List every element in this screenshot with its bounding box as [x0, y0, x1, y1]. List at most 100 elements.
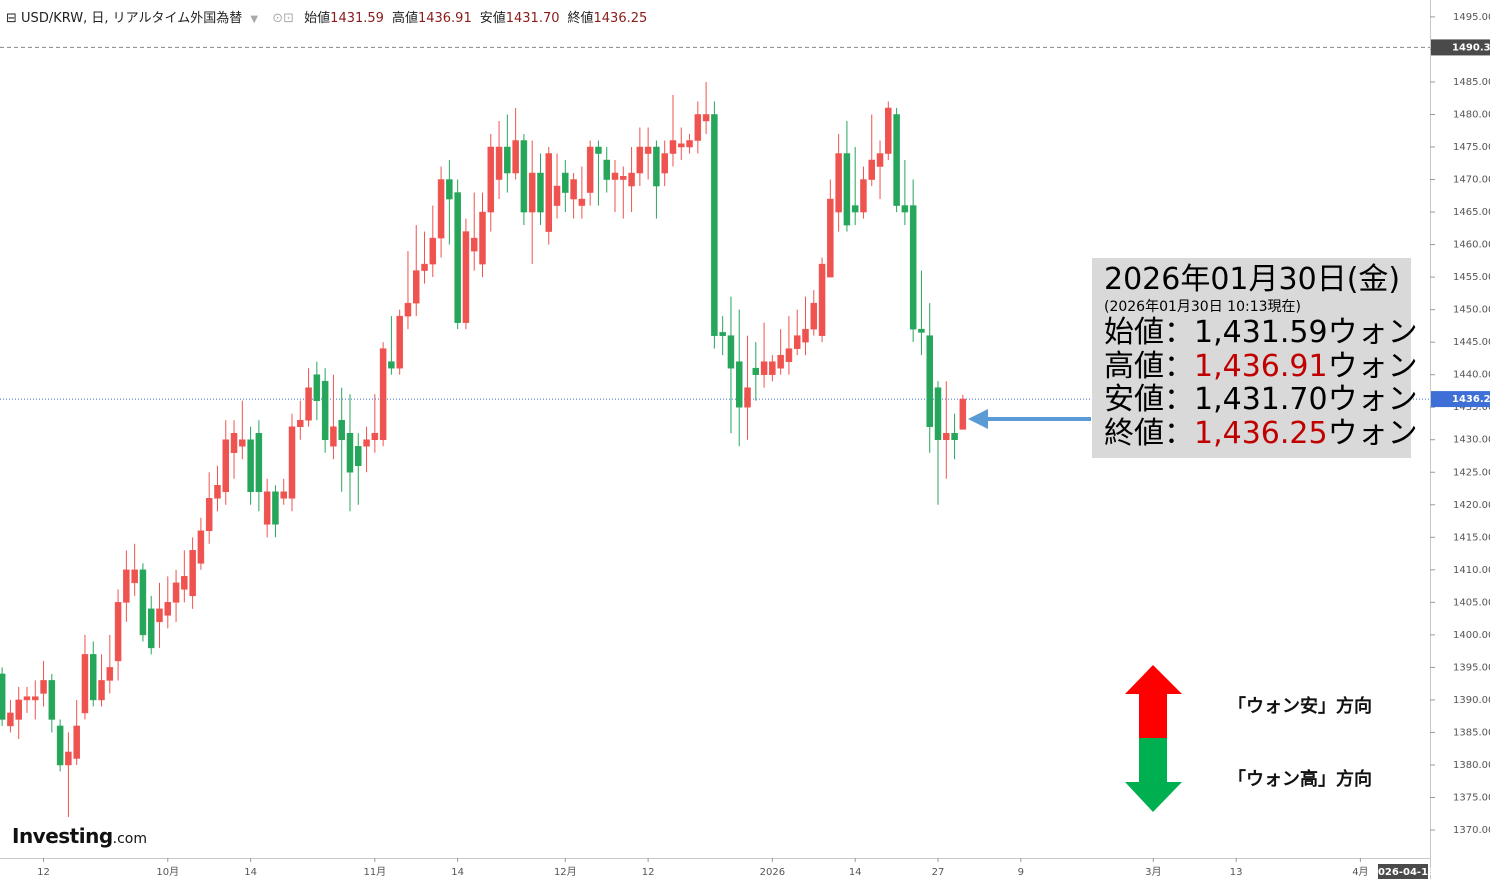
- info-row: 終値：1,436.25ウォン: [1104, 415, 1418, 451]
- info-row: 始値：1,431.59ウォン: [1104, 315, 1418, 350]
- candle-body: [288, 426, 296, 499]
- x-tick-label: 13: [1230, 867, 1243, 878]
- collapse-icon[interactable]: ⊟: [6, 11, 17, 26]
- candle-body: [139, 569, 147, 636]
- candle-body: [222, 439, 230, 493]
- y-tick-label: 1380.00: [1453, 760, 1490, 771]
- candle-body: [744, 387, 751, 408]
- y-tick-label: 1375.00: [1453, 793, 1490, 804]
- candle-body: [918, 328, 925, 333]
- candle-body: [487, 146, 495, 213]
- info-rows: 始値：1,431.59ウォン 高値：1,436.91ウォン 安値：1,431.70ウ…: [1104, 315, 1418, 451]
- dropdown[interactable]: ▼: [250, 14, 259, 25]
- legend-value: 1436.25: [593, 11, 648, 26]
- candle-body: [429, 237, 437, 265]
- x-tick-label: 12月: [554, 866, 577, 878]
- candle-body: [205, 498, 213, 532]
- candle-body: [851, 205, 859, 213]
- up-arrow: [1125, 665, 1182, 738]
- x-tick-label: 3月: [1145, 866, 1161, 878]
- candle-body: [512, 140, 519, 174]
- info-label: 高値：: [1104, 348, 1194, 384]
- y-tick-label: 1395.00: [1453, 662, 1490, 673]
- candle-body: [934, 387, 942, 440]
- y-tick-label: 1480.00: [1453, 109, 1490, 120]
- candle-body: [48, 680, 56, 720]
- candle-body: [959, 398, 967, 430]
- y-tick-label: 1485.00: [1453, 77, 1490, 88]
- candle-body: [114, 602, 122, 662]
- last-price-box: [1431, 391, 1490, 408]
- legend-value: 1436.91: [417, 11, 472, 26]
- settings-icons[interactable]: ⊙⊡: [272, 11, 295, 26]
- logo: Investing.com: [12, 824, 147, 848]
- info-value: 1,431.59: [1194, 315, 1328, 350]
- candle-body: [570, 179, 577, 200]
- y-tick-label: 1440.00: [1453, 370, 1490, 381]
- y-tick-label: 1420.00: [1453, 500, 1490, 511]
- candle-body: [81, 654, 89, 714]
- info-unit: ウォン: [1327, 415, 1418, 451]
- info-row: 安値：1,431.70ウォン: [1104, 382, 1418, 417]
- candle-body: [297, 419, 304, 427]
- info-subtitle: (2026年01月30日 10:13現在): [1104, 299, 1301, 315]
- candle-body: [355, 445, 362, 467]
- candle-body: [810, 302, 818, 330]
- candle-body: [893, 114, 900, 206]
- direction-down-label: 「ウォン高」方向: [1228, 769, 1372, 790]
- x-tick-label: 4月: [1352, 866, 1368, 878]
- candle-body: [470, 237, 478, 252]
- candle-body: [272, 491, 279, 525]
- pointer-arrow-head: [968, 409, 988, 429]
- y-tick-label: 1460.00: [1453, 240, 1490, 251]
- x-tick-label: 14: [451, 867, 464, 878]
- y-tick-label: 1445.00: [1453, 337, 1490, 348]
- candle-body: [586, 146, 594, 193]
- candle-body: [388, 361, 395, 369]
- y-tick-label: 1475.00: [1453, 142, 1490, 153]
- x-tick-label: 14: [244, 867, 257, 878]
- legend-label: 高値: [391, 11, 418, 26]
- candle-body: [520, 140, 528, 213]
- info-row: 高値：1,436.91ウォン: [1104, 348, 1418, 384]
- candle-body: [943, 432, 950, 440]
- candle-body: [106, 667, 114, 681]
- candle-body: [0, 673, 6, 720]
- candle-body: [313, 374, 321, 401]
- candle-body: [669, 140, 677, 154]
- candle-body: [793, 335, 801, 349]
- candle-body: [528, 172, 536, 213]
- candle-body: [719, 332, 726, 336]
- y-tick-label: 1495.00: [1453, 12, 1490, 23]
- candle-body: [562, 172, 569, 193]
- candle-body: [661, 153, 668, 174]
- candle-body: [214, 485, 221, 499]
- x-tick-label: 11月: [363, 866, 386, 878]
- candle-body: [371, 432, 379, 440]
- info-unit: ウォン: [1327, 315, 1418, 350]
- candle-body: [545, 153, 553, 232]
- candle-body: [777, 354, 784, 369]
- candle-body: [89, 654, 97, 701]
- candle-body: [56, 725, 64, 766]
- legend-fields: 始値1431.59 高値1436.91 安値1431.70 終値1436.25: [304, 11, 655, 26]
- legend-value: 1431.70: [505, 11, 560, 26]
- candle-body: [678, 143, 685, 148]
- candle-body: [802, 328, 809, 343]
- candle-body: [495, 146, 503, 180]
- candle-body: [379, 348, 387, 440]
- info-unit: ウォン: [1327, 382, 1418, 417]
- candle-body: [396, 315, 403, 369]
- candle-body: [338, 419, 345, 440]
- info-label: 安値：: [1104, 382, 1194, 417]
- candle-body: [951, 432, 958, 440]
- candle-body: [818, 263, 826, 336]
- y-tick-label: 1405.00: [1453, 597, 1490, 608]
- candle-body: [40, 680, 47, 694]
- info-label: 終値：: [1104, 415, 1194, 451]
- y-tick-label: 1415.00: [1453, 532, 1490, 543]
- y-tick-label: 1385.00: [1453, 727, 1490, 738]
- y-tick-label: 1450.00: [1453, 305, 1490, 316]
- candle-body: [123, 569, 130, 603]
